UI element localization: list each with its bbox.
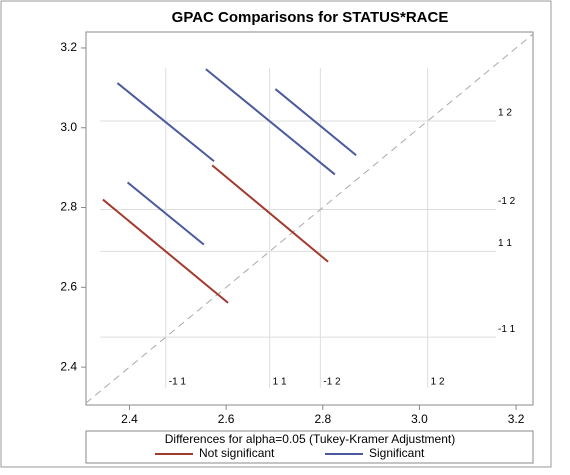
x-tick-label: 2.6 — [218, 412, 235, 426]
chart-title: GPAC Comparisons for STATUS*RACE — [172, 9, 449, 26]
y-tick-label: 2.4 — [60, 359, 77, 373]
group-label: -1 2 — [323, 377, 341, 388]
y-tick-label: 2.6 — [60, 279, 77, 293]
group-label: 1 2 — [498, 108, 512, 119]
x-tick-label: 3.2 — [508, 412, 525, 426]
group-label: -1 1 — [498, 324, 516, 335]
x-tick-label: 2.4 — [121, 412, 138, 426]
group-label: 1 2 — [431, 377, 445, 388]
difference-segment — [126, 181, 205, 246]
difference-segment — [211, 164, 329, 263]
x-tick-label: 2.8 — [314, 412, 331, 426]
difference-segment — [274, 88, 357, 157]
difference-segment — [102, 198, 229, 304]
difference-segment — [205, 68, 336, 176]
difference-segment — [116, 82, 215, 163]
legend-box — [85, 430, 534, 464]
x-tick-label: 3.0 — [411, 412, 428, 426]
plot-area — [85, 31, 534, 406]
group-label: -1 2 — [498, 196, 516, 207]
legend-label: Not significant — [199, 446, 275, 460]
y-tick-label: 3.2 — [60, 40, 77, 54]
diagonal — [85, 33, 534, 404]
group-label: -1 1 — [169, 377, 187, 388]
group-label: 1 1 — [273, 377, 287, 388]
y-tick-label: 3.0 — [60, 120, 77, 134]
y-tick-label: 2.8 — [60, 200, 77, 214]
group-label: 1 1 — [498, 238, 512, 249]
legend-label: Significant — [369, 446, 425, 460]
frame — [0, 0, 552, 468]
legend-title: Differences for alpha=0.05 (Tukey-Kramer… — [165, 432, 455, 446]
